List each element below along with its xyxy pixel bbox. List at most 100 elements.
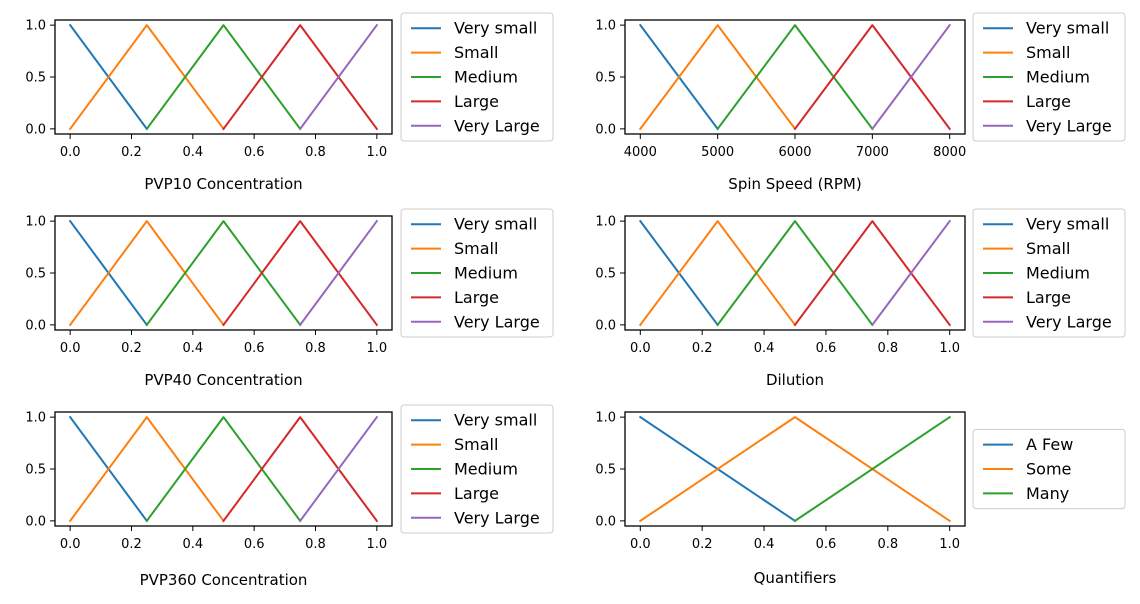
series-line-medium [716, 220, 874, 327]
x-tick-label: 0.8 [877, 341, 898, 356]
legend: Very small Small Medium Large Very Large [972, 208, 1126, 338]
legend-box [400, 208, 554, 338]
x-tick-label: 0.0 [630, 341, 651, 356]
legend: A Few Some Many [972, 428, 1126, 510]
legend-label-large: Large [454, 92, 499, 111]
y-tick-label: 0.5 [595, 71, 616, 86]
legend-label-large: Large [454, 484, 499, 503]
legend-label-medium: Medium [1026, 264, 1090, 283]
legend-label-medium: Medium [454, 460, 518, 479]
series-line-medium [716, 24, 874, 131]
x-tick-label: 8000 [933, 145, 966, 160]
legend-label-very-large: Very Large [454, 116, 540, 135]
legend-label-very-small: Very small [454, 215, 537, 234]
chart-panel: 0.0 0.2 0.4 0.6 0.8 1.0 0.0 0.5 1.0 PVP10 Concent… [25, 12, 554, 193]
x-tick-label: 1.0 [939, 341, 960, 356]
x-tick-label: 0.8 [305, 537, 326, 552]
x-axis-label: PVP10 Concentration [144, 175, 302, 193]
y-tick-label: 0.0 [25, 122, 46, 137]
legend-label-a-few: A Few [1026, 435, 1073, 454]
x-tick-label: 1.0 [366, 341, 387, 356]
axes-frame [54, 411, 393, 527]
y-tick-label: 0.0 [25, 318, 46, 333]
legend-label-very-large: Very Large [1026, 116, 1112, 135]
legend-label-small: Small [1026, 239, 1070, 258]
legend-label-very-small: Very small [454, 19, 537, 38]
x-tick-label: 1.0 [366, 145, 387, 160]
series-line-large [222, 416, 379, 523]
y-tick-label: 1.0 [595, 215, 616, 230]
legend-label-medium: Medium [454, 264, 518, 283]
legend-label-very-small: Very small [454, 411, 537, 430]
legend-label-medium: Medium [454, 68, 518, 87]
legend-box [972, 12, 1126, 142]
series-line-small [68, 24, 225, 131]
legend-label-some: Some [1026, 460, 1071, 479]
series-line-medium [145, 220, 302, 327]
y-tick-label: 0.0 [595, 514, 616, 529]
y-tick-label: 1.0 [595, 411, 616, 426]
legend-label-very-large: Very Large [1026, 312, 1112, 331]
series-line-very-large [298, 23, 379, 131]
x-tick-label: 0.8 [305, 341, 326, 356]
legend: Very small Small Medium Large Very Large [400, 208, 554, 338]
x-tick-label: 0.6 [816, 341, 837, 356]
chart-panel: 0.0 0.2 0.4 0.6 0.8 1.0 0.0 0.5 1.0 PVP360 Concen… [25, 404, 554, 589]
axes-frame [54, 19, 393, 135]
legend-label-very-large: Very Large [454, 508, 540, 527]
legend-label-very-large: Very Large [454, 312, 540, 331]
x-axis-label: PVP360 Concentration [140, 571, 308, 589]
x-tick-label: 4000 [624, 145, 657, 160]
x-tick-label: 1.0 [939, 537, 960, 552]
legend-label-small: Small [454, 435, 498, 454]
x-tick-label: 0.4 [182, 341, 203, 356]
x-tick-label: 0.0 [630, 537, 651, 552]
y-tick-label: 0.0 [595, 122, 616, 137]
series-line-very-large [298, 415, 379, 523]
chart-panel: 0.0 0.2 0.4 0.6 0.8 1.0 0.0 0.5 1.0 Quantifiers A … [595, 411, 1126, 587]
series-line-large [793, 220, 952, 327]
legend: Very small Small Medium Large Very Large [972, 12, 1126, 142]
x-tick-label: 0.2 [121, 537, 142, 552]
legend-label-many: Many [1026, 484, 1069, 503]
series-line-some [638, 416, 952, 523]
x-tick-label: 0.0 [60, 341, 81, 356]
chart-panel: 0.0 0.2 0.4 0.6 0.8 1.0 0.0 0.5 1.0 PVP40 Concent… [25, 208, 554, 389]
y-tick-label: 0.5 [25, 463, 46, 478]
x-tick-label: 0.2 [692, 537, 713, 552]
y-tick-label: 0.5 [595, 267, 616, 282]
legend-label-large: Large [454, 288, 499, 307]
x-tick-label: 0.2 [692, 341, 713, 356]
x-tick-label: 0.8 [877, 537, 898, 552]
legend-box [400, 404, 554, 534]
y-tick-label: 0.0 [595, 318, 616, 333]
x-tick-label: 1.0 [366, 537, 387, 552]
x-axis-label: Dilution [766, 371, 824, 389]
series-line-large [793, 24, 952, 131]
y-tick-label: 1.0 [25, 411, 46, 426]
series-line-small [638, 24, 797, 131]
legend-label-very-small: Very small [1026, 215, 1109, 234]
y-tick-label: 1.0 [25, 19, 46, 34]
legend-box [400, 12, 554, 142]
legend-label-small: Small [454, 239, 498, 258]
axes-frame [624, 19, 966, 135]
x-tick-label: 0.4 [754, 537, 775, 552]
series-line-very-large [298, 219, 379, 327]
x-tick-label: 7000 [856, 145, 889, 160]
legend-label-large: Large [1026, 288, 1071, 307]
y-tick-label: 1.0 [595, 19, 616, 34]
x-tick-label: 5000 [701, 145, 734, 160]
legend-box [972, 208, 1126, 338]
legend-label-very-small: Very small [1026, 19, 1109, 38]
legend-box [972, 428, 1126, 510]
x-axis-label: PVP40 Concentration [144, 371, 302, 389]
x-tick-label: 0.4 [182, 145, 203, 160]
chart-panel: 0.0 0.2 0.4 0.6 0.8 1.0 0.0 0.5 1.0 Dilution Very … [595, 208, 1126, 389]
legend-label-small: Small [454, 43, 498, 62]
x-tick-label: 6000 [778, 145, 811, 160]
x-tick-label: 0.8 [305, 145, 326, 160]
x-tick-label: 0.0 [60, 537, 81, 552]
y-tick-label: 0.5 [595, 463, 616, 478]
